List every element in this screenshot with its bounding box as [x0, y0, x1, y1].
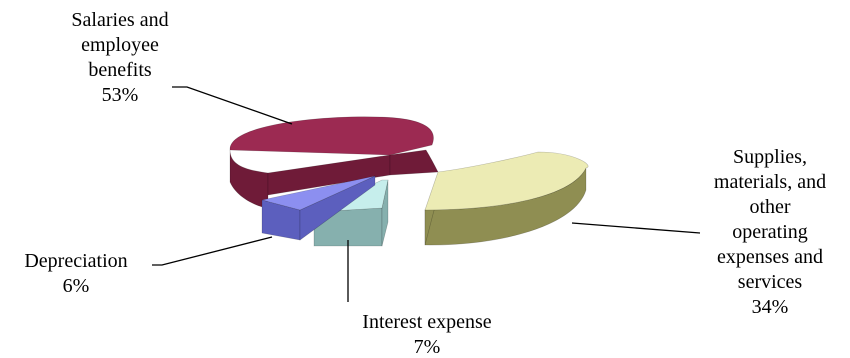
slice-supplies [424, 151, 589, 246]
label-supplies: Supplies, materials, and other operating exp… [714, 146, 826, 318]
label-salaries: Salaries and employee benefits 53% [71, 9, 168, 106]
leader-line-supplies [571, 222, 701, 234]
label-percent: 7% [414, 336, 441, 358]
slice-salaries-side [229, 149, 269, 209]
leader-line-salaries [172, 86, 293, 125]
label-line: other [749, 196, 790, 218]
leader-line-depreciation [152, 236, 273, 266]
label-line: employee [81, 34, 159, 56]
label-line: benefits [88, 59, 152, 81]
slice-depreciation [261, 175, 376, 241]
slice-depreciation-top [261, 175, 376, 211]
label-line: Interest expense [362, 311, 492, 333]
slice-salaries-top [229, 116, 434, 156]
label-line: Supplies, [733, 146, 807, 168]
label-line: services [738, 271, 803, 293]
label-line: expenses and [717, 246, 823, 268]
label-percent: 6% [63, 275, 90, 297]
label-percent: 34% [752, 296, 789, 318]
slice-salaries [229, 116, 439, 209]
label-line: Depreciation [24, 250, 127, 272]
label-interest: Interest expense 7% [362, 311, 492, 358]
label-percent: 53% [102, 84, 139, 106]
label-depreciation: Depreciation 6% [24, 250, 127, 297]
label-line: Salaries and [71, 9, 168, 31]
slice-salaries-side-right [389, 149, 439, 176]
label-line: operating [732, 221, 808, 243]
slice-supplies-top [424, 151, 589, 211]
label-line: materials, and [714, 171, 826, 193]
